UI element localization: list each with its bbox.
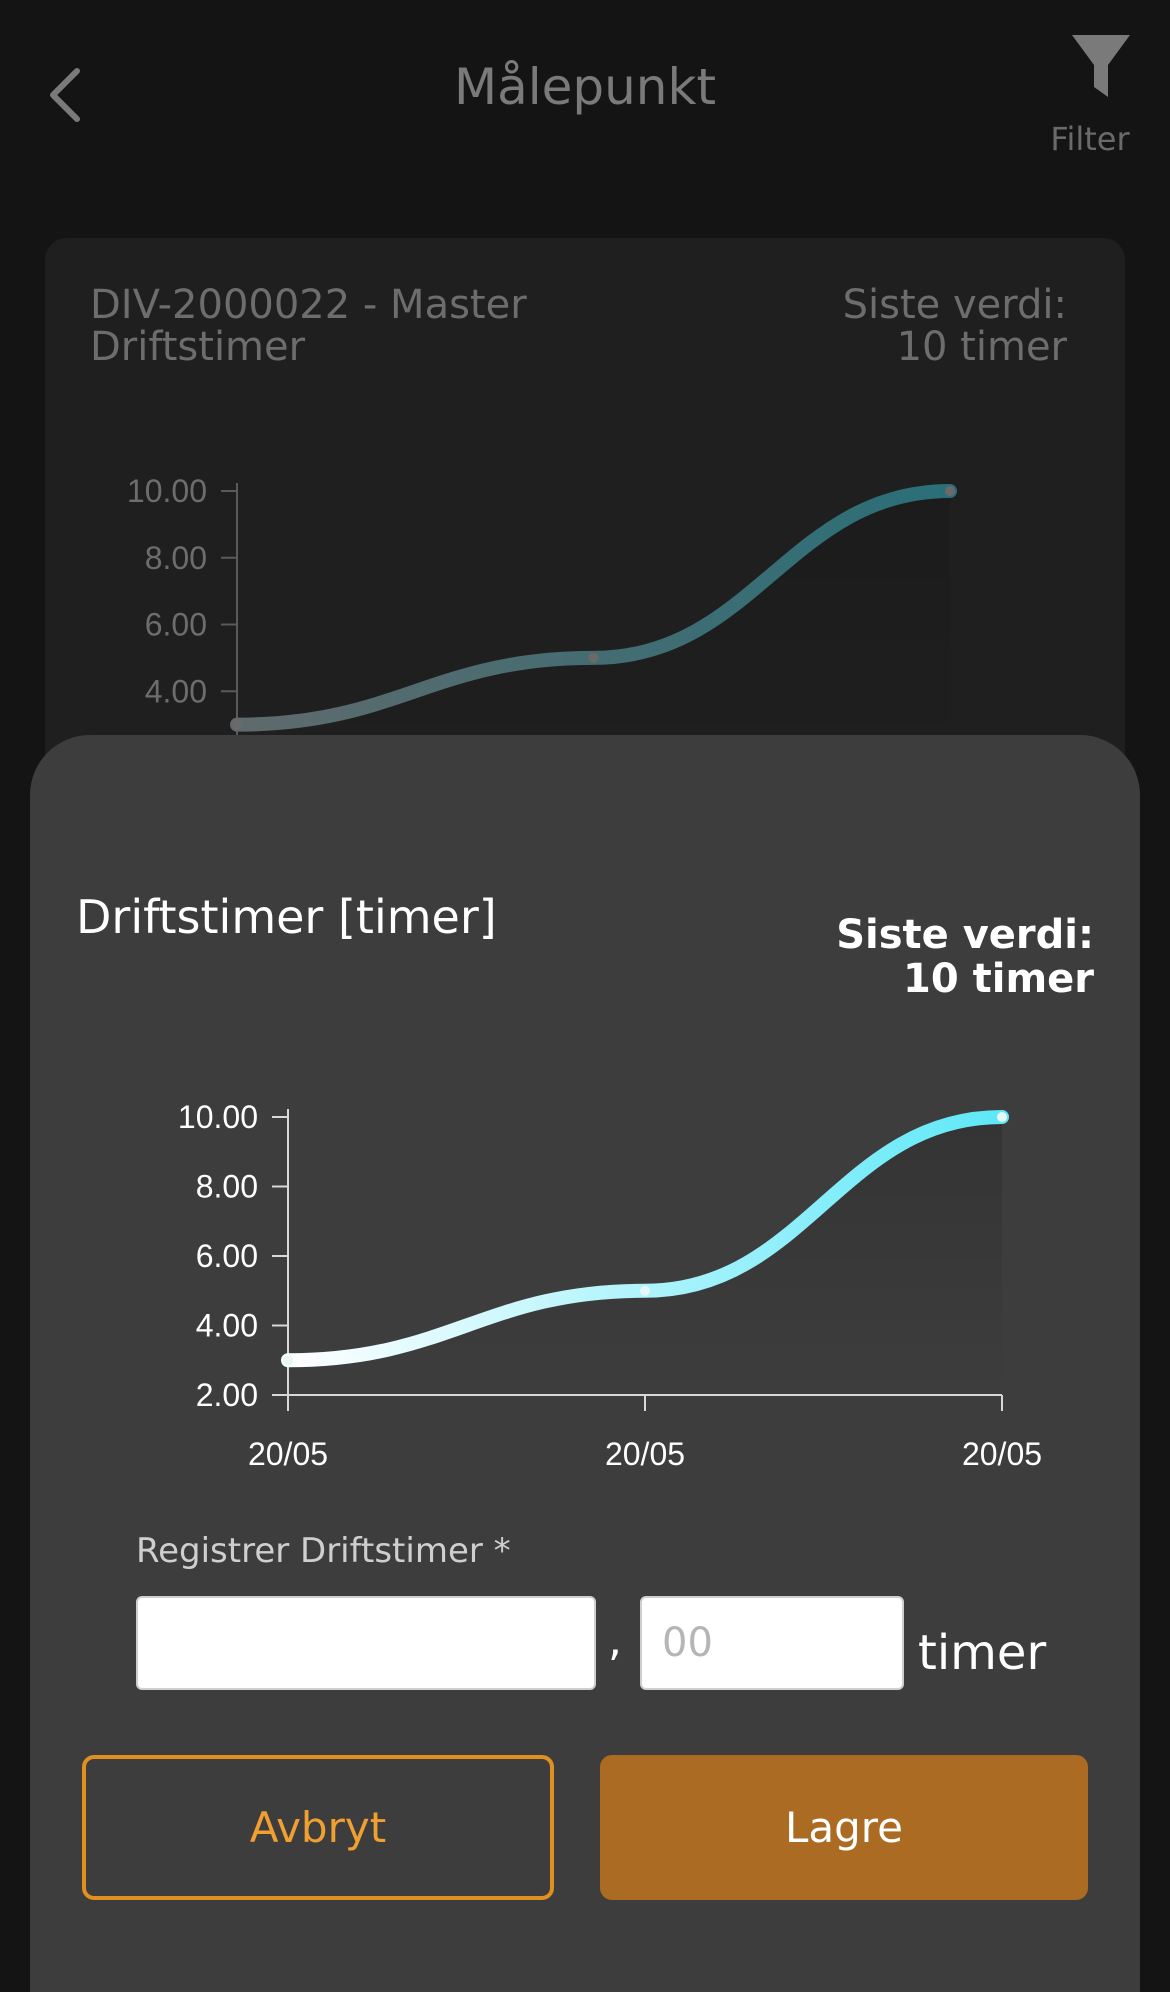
card-last-number: 10 timer <box>896 324 1067 370</box>
input-label: Registrer Driftstimer * <box>136 1531 511 1571</box>
data-point <box>640 1285 650 1296</box>
x-tick-label: 20/05 <box>605 1436 685 1472</box>
data-point <box>283 1355 293 1366</box>
y-tick-label: 4.00 <box>196 1308 258 1344</box>
card-chart: 4.00 6.00 8.00 10.00 <box>127 473 957 758</box>
cancel-button[interactable]: Avbryt <box>82 1755 554 1900</box>
y-tick-label: 6.00 <box>145 607 207 643</box>
sheet-last-value: Siste verdi: 10 timer <box>836 913 1094 1001</box>
y-tick-label: 6.00 <box>196 1238 258 1274</box>
y-tick-label: 2.00 <box>196 1377 258 1413</box>
filter-button[interactable]: Filter <box>1030 28 1150 168</box>
page-title: Målepunkt <box>453 58 717 116</box>
data-point <box>945 486 955 496</box>
sheet-title: Driftstimer [timer] <box>76 890 497 944</box>
line-chart: 2.00 4.00 6.00 8.00 10.00 20/05 20/05 20/05 <box>178 1099 1042 1472</box>
y-tick-label: 4.00 <box>145 673 207 709</box>
x-tick-label: 20/05 <box>962 1436 1042 1472</box>
unit-label: timer <box>918 1625 1047 1681</box>
chevron-left-icon <box>50 68 80 122</box>
series-line <box>230 484 957 732</box>
card-name: DIV-2000022 - Master Driftstimer <box>90 284 527 368</box>
data-point <box>232 719 242 730</box>
card-name-line1: DIV-2000022 - Master <box>90 282 527 328</box>
back-button[interactable] <box>30 55 100 135</box>
filter-icon <box>1072 35 1130 97</box>
y-tick-label: 8.00 <box>145 540 207 576</box>
y-tick-label: 10.00 <box>127 473 207 509</box>
card-last-value: Siste verdi: 10 timer <box>843 284 1067 368</box>
register-sheet: Driftstimer [timer] Siste verdi: 10 time… <box>30 735 1140 1992</box>
series-line <box>281 1110 1009 1368</box>
card-last-label: Siste verdi: <box>842 282 1067 328</box>
filter-label: Filter <box>1050 120 1130 158</box>
y-tick-label: 8.00 <box>196 1169 258 1205</box>
y-tick-label: 10.00 <box>178 1099 258 1135</box>
hours-decimal-input[interactable] <box>640 1596 904 1690</box>
data-point <box>588 652 599 663</box>
hours-integer-input[interactable] <box>136 1596 596 1690</box>
card-name-line2: Driftstimer <box>90 324 306 370</box>
sheet-last-label: Siste verdi: <box>836 912 1094 958</box>
data-point <box>997 1112 1007 1122</box>
x-tick-label: 20/05 <box>248 1436 328 1472</box>
save-button[interactable]: Lagre <box>600 1755 1088 1900</box>
decimal-separator: , <box>608 1615 622 1666</box>
sheet-last-number: 10 timer <box>903 956 1094 1002</box>
header: Målepunkt Filter <box>0 0 1170 190</box>
